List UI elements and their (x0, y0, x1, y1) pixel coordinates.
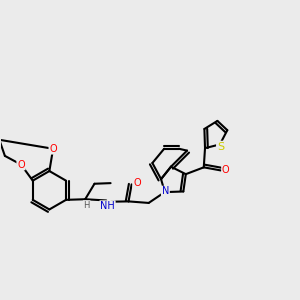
Text: NH: NH (100, 201, 115, 211)
Text: O: O (49, 144, 57, 154)
Text: O: O (222, 165, 230, 175)
Text: S: S (217, 142, 224, 152)
Text: O: O (17, 160, 25, 170)
Text: H: H (84, 201, 90, 210)
Text: N: N (162, 187, 169, 196)
Text: O: O (133, 178, 141, 188)
